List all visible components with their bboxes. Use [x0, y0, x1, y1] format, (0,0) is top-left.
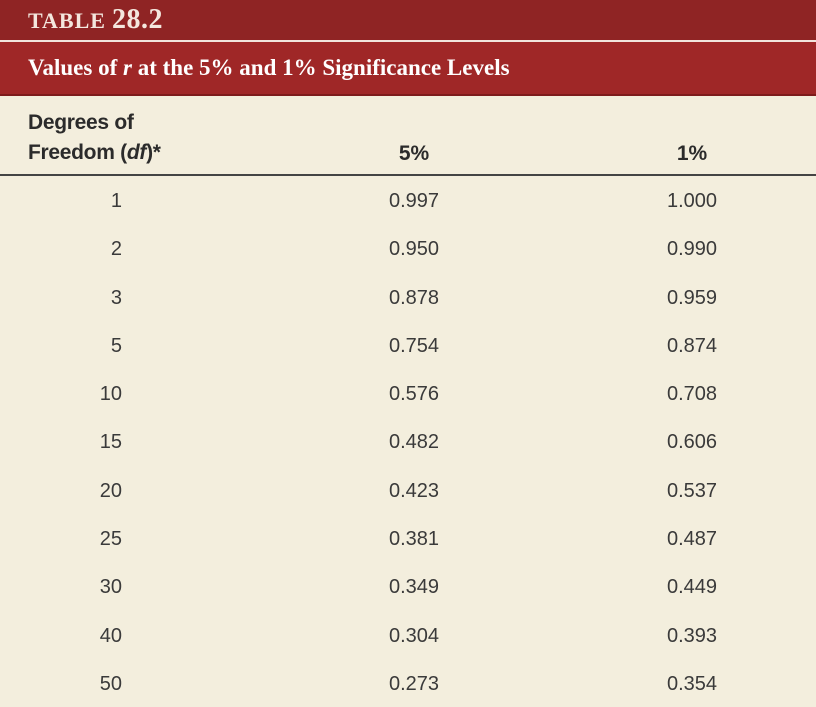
- table-row: 5 0.754 0.874: [0, 321, 816, 369]
- five-percent-cell: 0.482: [388, 431, 440, 454]
- one-percent-cell: 0.990: [666, 238, 718, 261]
- caption-variable: r: [123, 55, 132, 80]
- five-percent-cell: 0.349: [388, 576, 440, 599]
- one-percent-cell: 0.393: [666, 624, 718, 647]
- df-cell: 30: [99, 576, 122, 599]
- table-header-row: Degrees of Freedom (df)* 5% 1%: [0, 96, 816, 176]
- five-percent-cell: 0.381: [388, 528, 440, 551]
- header-degrees-of-freedom: Degrees of Freedom (df)*: [28, 108, 161, 168]
- table-body: 1 0.997 1.000 2 0.950 0.990 3 0.878 0.959 5 0.754 0…: [0, 176, 816, 707]
- table-row: 10 0.576 0.708: [0, 369, 816, 417]
- one-percent-cell: 0.487: [666, 528, 718, 551]
- header-df-line2-prefix: Freedom (: [28, 141, 127, 164]
- df-cell: 25: [99, 528, 122, 551]
- header-df-line1: Degrees of: [28, 111, 134, 134]
- table-label-word: TABLE: [28, 8, 106, 33]
- caption-text-before: Values of: [28, 55, 123, 80]
- five-percent-cell: 0.754: [388, 334, 440, 357]
- df-cell: 2: [110, 238, 122, 261]
- df-cell: 5: [110, 334, 122, 357]
- df-cell: 50: [99, 672, 122, 695]
- five-percent-cell: 0.304: [388, 624, 440, 647]
- table-label: TABLE 28.2: [28, 4, 163, 36]
- table-row: 30 0.349 0.449: [0, 562, 816, 610]
- five-percent-cell: 0.423: [388, 479, 440, 502]
- df-cell: 3: [110, 286, 122, 309]
- one-percent-cell: 0.708: [666, 383, 718, 406]
- one-percent-cell: 0.354: [666, 672, 718, 695]
- df-cell: 40: [99, 624, 122, 647]
- df-cell: 10: [99, 383, 122, 406]
- one-percent-cell: 0.606: [666, 431, 718, 454]
- table-row: 20 0.423 0.537: [0, 466, 816, 514]
- table-row: 25 0.381 0.487: [0, 514, 816, 562]
- five-percent-cell: 0.997: [388, 190, 440, 212]
- table-row: 15 0.482 0.606: [0, 417, 816, 465]
- table-row: 40 0.304 0.393: [0, 611, 816, 659]
- table-label-number: 28.2: [111, 4, 163, 35]
- five-percent-cell: 0.950: [388, 238, 440, 261]
- caption-text-after: at the 5% and 1% Significance Levels: [131, 55, 510, 80]
- one-percent-cell: 0.449: [666, 576, 718, 599]
- header-df-line2-suffix: )*: [146, 141, 161, 164]
- one-percent-cell: 1.000: [666, 190, 718, 212]
- table-row: 2 0.950 0.990: [0, 224, 816, 272]
- title-separator: [0, 40, 816, 42]
- df-cell: 1: [110, 190, 122, 212]
- five-percent-cell: 0.576: [388, 383, 440, 406]
- header-5-percent: 5%: [398, 142, 430, 165]
- one-percent-cell: 0.537: [666, 479, 718, 502]
- five-percent-cell: 0.878: [388, 286, 440, 309]
- table-row: 3 0.878 0.959: [0, 273, 816, 321]
- five-percent-cell: 0.273: [388, 672, 440, 695]
- table-row: 50 0.273 0.354: [0, 659, 816, 707]
- table-title-band: TABLE 28.2: [0, 0, 816, 40]
- table-caption-band: Values of r at the 5% and 1% Significanc…: [0, 42, 816, 96]
- one-percent-cell: 0.874: [666, 334, 718, 357]
- header-df-variable: df: [126, 141, 147, 164]
- df-cell: 20: [99, 479, 122, 502]
- df-cell: 15: [99, 431, 122, 454]
- header-1-percent: 1%: [676, 142, 708, 165]
- one-percent-cell: 0.959: [666, 286, 718, 309]
- table-row: 1 0.997 1.000: [0, 176, 816, 224]
- table-caption: Values of r at the 5% and 1% Significanc…: [28, 55, 510, 81]
